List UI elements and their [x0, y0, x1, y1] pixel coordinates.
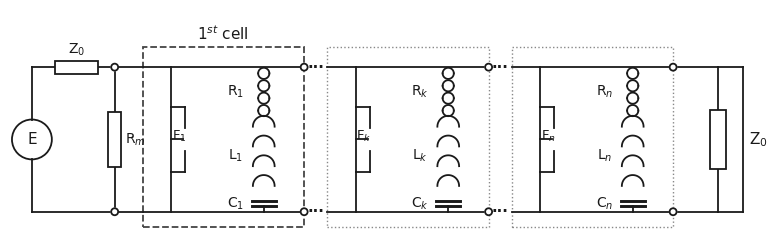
Text: 1$^{st}$ cell: 1$^{st}$ cell — [197, 24, 249, 43]
Text: R$_1$: R$_1$ — [227, 84, 244, 100]
Circle shape — [300, 208, 308, 215]
Text: ···: ··· — [492, 60, 508, 75]
Text: R$_n$: R$_n$ — [596, 84, 614, 100]
Text: Z$_0$: Z$_0$ — [749, 130, 768, 149]
Bar — [109, 112, 121, 167]
Circle shape — [111, 208, 118, 215]
Text: F$_1$: F$_1$ — [172, 129, 186, 144]
Bar — [327, 47, 489, 227]
Text: C$_1$: C$_1$ — [227, 196, 244, 212]
Text: C$_n$: C$_n$ — [596, 196, 614, 212]
Text: ···: ··· — [307, 60, 324, 75]
Bar — [710, 110, 726, 169]
Text: L$_k$: L$_k$ — [413, 148, 428, 165]
Circle shape — [111, 64, 118, 71]
Bar — [142, 47, 304, 227]
Text: ···: ··· — [307, 204, 324, 219]
Circle shape — [670, 64, 677, 71]
Text: C$_k$: C$_k$ — [411, 196, 429, 212]
Circle shape — [670, 208, 677, 215]
Text: E: E — [27, 132, 37, 147]
Text: R$_k$: R$_k$ — [411, 84, 429, 100]
Text: L$_1$: L$_1$ — [228, 148, 243, 165]
Circle shape — [485, 208, 492, 215]
Bar — [55, 61, 98, 74]
Text: F$_n$: F$_n$ — [541, 129, 556, 144]
Text: R$_m$: R$_m$ — [125, 131, 146, 148]
Text: ···: ··· — [492, 204, 508, 219]
Text: L$_n$: L$_n$ — [597, 148, 612, 165]
Circle shape — [485, 64, 492, 71]
Circle shape — [300, 64, 308, 71]
Bar — [511, 47, 673, 227]
Text: F$_k$: F$_k$ — [356, 129, 371, 144]
Text: Z$_0$: Z$_0$ — [68, 42, 85, 58]
